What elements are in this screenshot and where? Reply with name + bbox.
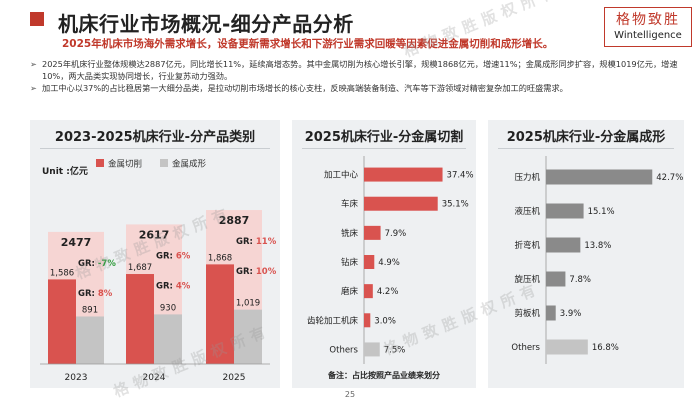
arrow-bullet-icon: ➢	[30, 83, 37, 93]
chart-product-category: Unit :亿元 金属切削 金属成形 2477 1,586 891 GR: -7% GR: 8…	[40, 159, 277, 383]
panel-metal-forming: 2025机床行业-分金属成形 压力机 42.7% 液压机 15.1% 折弯机 13.8% 旋…	[488, 120, 684, 388]
bar	[364, 196, 438, 211]
value-label-metal-cutting: 1,687	[128, 263, 152, 273]
value-label-metal-cutting: 1,586	[50, 268, 74, 278]
value-label-metal-forming: 930	[160, 303, 176, 313]
legend-label-metal-forming: 金属成形	[172, 159, 207, 170]
growth-label-metal-forming: GR: 10%	[236, 267, 277, 277]
total-value-label: 2617	[139, 228, 170, 241]
value-label-metal-forming: 891	[82, 305, 98, 315]
category-label: 旋压机	[514, 274, 540, 285]
growth-label-metal-cutting: GR: -7%	[78, 259, 116, 269]
value-label: 37.4%	[447, 171, 474, 181]
value-label: 42.7%	[656, 173, 683, 183]
bullet-item: ➢ 2025年机床行业整体规模达2887亿元，同比增长11%，延续高增态势。其中…	[30, 58, 680, 82]
panel-metal-cutting: 2025机床行业-分金属切割 加工中心 37.4% 车床 35.1% 铣床 7.9% 钻床 4…	[292, 120, 476, 388]
growth-label-metal-cutting: GR: 6%	[156, 251, 191, 261]
value-label: 3.0%	[374, 316, 396, 326]
total-value-label: 2887	[219, 214, 250, 227]
legend-swatch-metal-cutting	[96, 159, 104, 167]
total-value-label: 2477	[61, 236, 92, 249]
value-label-metal-cutting: 1,868	[208, 253, 232, 263]
logo-chinese-text: 格物致胜	[616, 12, 680, 28]
bar-metal-cutting	[126, 274, 154, 364]
bar	[364, 342, 380, 357]
growth-label-metal-forming: GR: 4%	[156, 281, 191, 291]
value-label: 4.2%	[377, 287, 399, 297]
bar-metal-forming	[76, 316, 104, 364]
value-label-metal-forming: 1,019	[236, 299, 260, 309]
category-label: 铣床	[341, 228, 359, 239]
chart-metal-forming: 压力机 42.7% 液压机 15.1% 折弯机 13.8% 旋压机 7.8% 剪板机 3.9% Ot…	[511, 156, 683, 364]
value-label: 35.1%	[442, 200, 469, 210]
page-subtitle: 2025年机床市场海外需求增长，设备更新需求增长和下游行业需求回暖等因素促进金属…	[62, 38, 554, 50]
panel-product-category: 2023-2025机床行业-分产品类别 Unit :亿元 金属切削 金属成形 2477…	[30, 120, 280, 388]
title-divider	[498, 148, 674, 149]
bar-metal-cutting	[48, 279, 76, 364]
value-label: 13.8%	[584, 241, 611, 251]
category-label: 压力机	[514, 172, 540, 183]
category-label: 折弯机	[514, 240, 540, 251]
bar	[364, 225, 381, 240]
bar	[546, 305, 556, 321]
chart-note: 备注：占比按照产品业绩来划分	[327, 370, 440, 380]
title-accent-square	[30, 12, 44, 26]
bar-metal-cutting	[206, 264, 234, 364]
bar	[546, 169, 653, 185]
legend-swatch-metal-forming	[160, 159, 168, 167]
category-label: 加工中心	[324, 170, 359, 181]
value-label: 15.1%	[588, 207, 615, 217]
title-divider	[302, 148, 466, 149]
bar	[546, 339, 588, 355]
summary-bullets: ➢ 2025年机床行业整体规模达2887亿元，同比增长11%，延续高增态势。其中…	[30, 58, 680, 94]
value-label: 7.5%	[384, 345, 406, 355]
arrow-bullet-icon: ➢	[30, 59, 37, 69]
x-tick-label: 2023	[65, 373, 88, 383]
x-tick-label: 2025	[223, 373, 246, 383]
chart-metal-cutting: 加工中心 37.4% 车床 35.1% 铣床 7.9% 钻床 4.9% 磨床 4.2% 齿轮加工机床…	[307, 156, 474, 380]
category-label: 齿轮加工机床	[307, 315, 359, 326]
category-label: 钻床	[341, 257, 359, 268]
bullet-text: 2025年机床行业整体规模达2887亿元，同比增长11%，延续高增态势。其中金属…	[42, 59, 678, 81]
x-tick-label: 2024	[143, 373, 166, 383]
value-label: 7.9%	[385, 229, 407, 239]
bar	[364, 313, 371, 328]
bar	[364, 284, 373, 299]
category-label: 磨床	[341, 286, 359, 297]
bar	[546, 203, 584, 219]
category-label: Others	[511, 343, 540, 353]
page-title: 机床行业市场概况-细分产品分析	[58, 12, 354, 36]
category-label: 液压机	[514, 206, 540, 217]
legend-label-metal-cutting: 金属切削	[108, 159, 142, 170]
category-label: 车床	[341, 199, 359, 210]
bar-metal-forming	[154, 314, 182, 364]
page-number: 25	[344, 390, 356, 399]
value-label: 16.8%	[592, 343, 619, 353]
value-label: 3.9%	[560, 309, 582, 319]
category-label: 剪板机	[514, 308, 540, 319]
bullet-text: 加工中心以37%的占比稳居第一大细分品类，是拉动切削市场增长的核心支柱，反映高端…	[42, 83, 568, 93]
chart-title: 2025机床行业-分金属切割	[304, 130, 464, 145]
bar	[364, 167, 443, 182]
bar	[546, 271, 566, 287]
chart-title: 2023-2025机床行业-分产品类别	[54, 130, 256, 145]
value-label: 7.8%	[569, 275, 591, 285]
growth-label-metal-forming: GR: 8%	[78, 289, 113, 299]
title-divider	[40, 148, 270, 149]
brand-logo: 格物致胜 Wintelligence	[604, 7, 692, 47]
value-label: 4.9%	[378, 258, 400, 268]
unit-label: Unit :亿元	[42, 165, 88, 177]
bar	[364, 255, 375, 269]
logo-english-text: Wintelligence	[614, 30, 682, 41]
growth-label-metal-cutting: GR: 11%	[236, 237, 277, 247]
watermark-text: 格物致胜版权所有	[400, 0, 564, 61]
bar-metal-forming	[234, 309, 262, 364]
bar	[546, 237, 581, 253]
bullet-item: ➢ 加工中心以37%的占比稳居第一大细分品类，是拉动切削市场增长的核心支柱，反映…	[30, 82, 680, 94]
chart-title: 2025机床行业-分金属成形	[506, 130, 666, 145]
category-label: Others	[329, 345, 358, 355]
